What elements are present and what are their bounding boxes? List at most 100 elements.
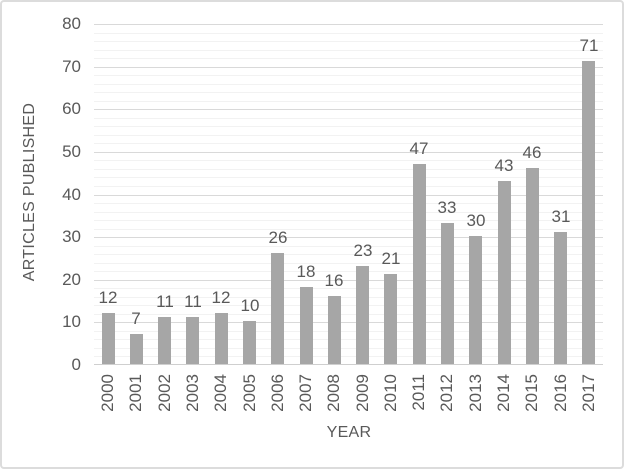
minor-gridline xyxy=(94,331,603,332)
x-tick-label: 2006 xyxy=(268,374,287,412)
data-label: 12 xyxy=(98,288,118,307)
minor-gridline xyxy=(94,348,603,349)
bar xyxy=(413,164,426,364)
minor-gridline xyxy=(94,41,603,42)
bar xyxy=(158,317,171,364)
y-axis-title: ARTICLES PUBLISHED xyxy=(21,102,38,282)
minor-gridline xyxy=(94,229,603,230)
y-tick-label: 20 xyxy=(62,270,81,289)
major-gridline xyxy=(94,109,603,110)
data-label: 43 xyxy=(494,156,514,175)
data-label: 31 xyxy=(551,207,571,226)
bar xyxy=(469,236,482,364)
data-label: 26 xyxy=(268,228,288,247)
x-tick-label: 2005 xyxy=(240,374,259,412)
x-tick-label: 2017 xyxy=(579,374,598,412)
data-label: 30 xyxy=(466,211,486,230)
minor-gridline xyxy=(94,254,603,255)
minor-gridline xyxy=(94,186,603,187)
data-label: 23 xyxy=(353,241,373,260)
minor-gridline xyxy=(94,84,603,85)
minor-gridline xyxy=(94,263,603,264)
major-gridline xyxy=(94,195,603,196)
x-tick-label: 2011 xyxy=(409,374,428,411)
minor-gridline xyxy=(94,143,603,144)
bar xyxy=(215,313,228,364)
minor-gridline xyxy=(94,288,603,289)
minor-gridline xyxy=(94,50,603,51)
minor-gridline xyxy=(94,75,603,76)
bar xyxy=(102,313,115,364)
x-tick-label: 2010 xyxy=(381,374,400,412)
minor-gridline xyxy=(94,220,603,221)
x-axis-title: YEAR xyxy=(326,424,372,441)
minor-gridline xyxy=(94,58,603,59)
major-gridline xyxy=(94,237,603,238)
bar xyxy=(498,181,511,364)
minor-gridline xyxy=(94,118,603,119)
major-gridline xyxy=(94,67,603,68)
minor-gridline xyxy=(94,212,603,213)
x-tick-label: 2013 xyxy=(466,374,485,412)
x-tick-label: 2007 xyxy=(296,374,315,412)
data-label: 18 xyxy=(296,262,316,281)
data-label: 46 xyxy=(522,143,542,162)
plot-area xyxy=(94,24,603,365)
bar xyxy=(186,317,199,364)
major-gridline xyxy=(94,322,603,323)
minor-gridline xyxy=(94,297,603,298)
minor-gridline xyxy=(94,356,603,357)
x-tick-label: 2004 xyxy=(211,374,230,412)
bar xyxy=(328,296,341,364)
data-label: 16 xyxy=(324,271,344,290)
minor-gridline xyxy=(94,126,603,127)
bar xyxy=(384,274,397,364)
minor-gridline xyxy=(94,33,603,34)
minor-gridline xyxy=(94,305,603,306)
bar xyxy=(243,321,256,364)
data-label: 11 xyxy=(156,292,174,311)
y-tick-label: 60 xyxy=(62,99,81,118)
minor-gridline xyxy=(94,92,603,93)
y-tick-label: 50 xyxy=(62,142,81,161)
x-tick-label: 2016 xyxy=(551,374,570,412)
minor-gridline xyxy=(94,339,603,340)
y-tick-label: 40 xyxy=(62,185,81,204)
minor-gridline xyxy=(94,135,603,136)
data-label: 33 xyxy=(437,198,457,217)
y-tick-label: 0 xyxy=(71,355,81,374)
minor-gridline xyxy=(94,203,603,204)
y-tick-label: 70 xyxy=(62,57,81,76)
x-tick-label: 2003 xyxy=(183,374,202,412)
bar xyxy=(554,232,567,364)
data-label: 11 xyxy=(184,292,202,311)
minor-gridline xyxy=(94,169,603,170)
bar xyxy=(356,266,369,364)
data-label: 7 xyxy=(131,309,141,328)
bar xyxy=(130,334,143,364)
y-tick-label: 30 xyxy=(62,227,81,246)
x-axis-line xyxy=(94,364,603,365)
minor-gridline xyxy=(94,314,603,315)
bar xyxy=(300,287,313,364)
minor-gridline xyxy=(94,177,603,178)
bar xyxy=(441,223,454,364)
x-tick-label: 2001 xyxy=(126,374,145,412)
x-tick-label: 2000 xyxy=(98,374,117,412)
data-label: 12 xyxy=(211,288,231,307)
x-tick-label: 2014 xyxy=(494,374,513,412)
x-tick-label: 2012 xyxy=(437,374,456,412)
y-tick-label: 80 xyxy=(62,14,81,33)
bar xyxy=(271,253,284,364)
x-tick-label: 2008 xyxy=(324,374,343,412)
x-tick-label: 2002 xyxy=(155,374,174,412)
data-label: 10 xyxy=(240,296,260,315)
major-gridline xyxy=(94,152,603,153)
data-label: 21 xyxy=(381,249,401,268)
minor-gridline xyxy=(94,246,603,247)
data-label: 47 xyxy=(409,139,429,158)
bar xyxy=(526,168,539,364)
minor-gridline xyxy=(94,160,603,161)
bar xyxy=(582,61,595,364)
